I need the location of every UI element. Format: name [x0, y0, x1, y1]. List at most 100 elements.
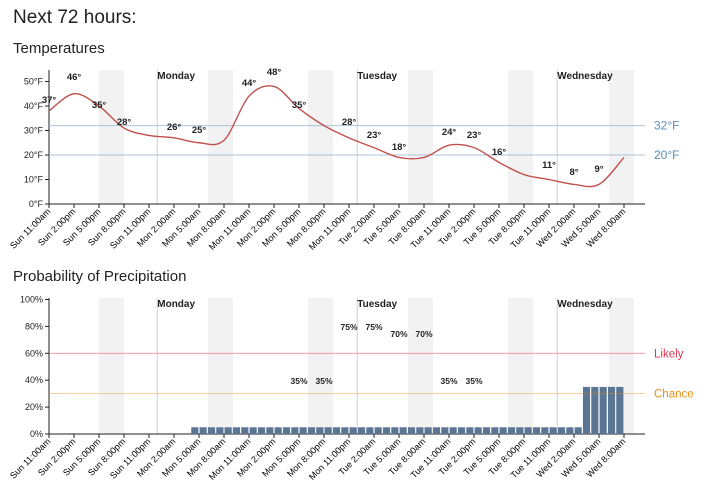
precipitation-bar-label: 35%	[315, 376, 332, 386]
temperatures-title: Temperatures	[13, 40, 105, 57]
precipitation-bar	[382, 427, 391, 434]
precipitation-bar	[499, 427, 507, 434]
y-tick-label: 0%	[30, 429, 43, 439]
precipitation-bar	[466, 427, 474, 434]
precipitation-bar	[607, 386, 616, 434]
precipitation-bar-label: 35%	[290, 376, 307, 386]
precipitation-bar	[366, 427, 374, 434]
temperature-point-label: 16°	[492, 147, 507, 158]
y-tick-label: 80%	[25, 321, 43, 331]
temperature-point-label: 28°	[117, 117, 132, 128]
day-label: Monday	[157, 71, 195, 82]
night-shade	[508, 70, 533, 204]
reference-line-label: Likely	[654, 348, 684, 360]
precipitation-bar-label: 70%	[415, 329, 432, 339]
precipitation-bar	[599, 386, 607, 434]
temperature-point-label: 35°	[292, 100, 307, 111]
night-shade	[508, 298, 533, 434]
precipitation-bar	[324, 427, 332, 434]
precipitation-bar	[574, 427, 582, 434]
y-tick-label: 40°F	[24, 101, 44, 111]
reference-line-label: 20°F	[654, 148, 679, 162]
night-shade	[609, 70, 634, 204]
precipitation-bar	[274, 427, 282, 434]
temperature-point-label: 26°	[167, 122, 182, 133]
precipitation-bar-label: 35%	[465, 376, 482, 386]
precipitation-bar	[391, 427, 399, 434]
precipitation-bar	[432, 427, 441, 434]
temperature-point-label: 8°	[569, 167, 578, 178]
temperature-point-label: 24°	[442, 127, 457, 138]
precipitation-bar	[449, 427, 457, 434]
night-shade	[308, 298, 333, 434]
day-label: Wednesday	[557, 71, 613, 82]
precipitation-bar	[491, 427, 499, 434]
precipitation-bar	[482, 427, 491, 434]
precipitation-bar	[591, 386, 599, 434]
precipitation-bar	[457, 427, 466, 434]
precipitation-bar	[357, 427, 366, 434]
precipitation-bar	[257, 427, 266, 434]
temperature-point-label: 37°	[42, 95, 57, 106]
night-shade	[408, 70, 433, 204]
precipitation-bar	[374, 427, 382, 434]
y-tick-label: 60%	[25, 348, 43, 358]
precipitation-bar	[399, 427, 407, 434]
precipitation-bar	[307, 427, 316, 434]
y-tick-label: 50°F	[24, 77, 44, 87]
temperature-point-label: 23°	[467, 130, 482, 141]
precipitation-bar	[207, 427, 216, 434]
precipitation-bar	[424, 427, 432, 434]
day-label: Tuesday	[357, 299, 397, 310]
temperature-point-label: 18°	[392, 142, 407, 153]
day-label: Monday	[157, 299, 195, 310]
precipitation-bar	[299, 427, 307, 434]
temperature-point-label: 28°	[342, 117, 357, 128]
precipitation-bar	[232, 427, 241, 434]
y-tick-label: 30°F	[24, 126, 44, 136]
temperature-point-label: 11°	[542, 160, 556, 171]
precipitation-bar	[516, 427, 524, 434]
y-tick-label: 0°F	[29, 199, 44, 209]
precipitation-bar	[407, 427, 416, 434]
precipitation-bar	[416, 427, 424, 434]
night-shade	[308, 70, 333, 204]
precipitation-bar	[191, 427, 199, 434]
precipitation-bar	[266, 427, 274, 434]
precipitation-bar-label: 75%	[340, 322, 357, 332]
night-shade	[99, 70, 124, 204]
night-shade	[208, 70, 233, 204]
temperature-point-label: 23°	[367, 130, 382, 141]
temperature-point-label: 46°	[67, 72, 82, 83]
precipitation-title: Probability of Precipitation	[13, 268, 187, 285]
precipitation-bar	[332, 427, 341, 434]
night-shade	[408, 298, 433, 434]
precipitation-bar	[557, 427, 566, 434]
precipitation-bar	[532, 427, 541, 434]
precipitation-bar	[249, 427, 257, 434]
y-tick-label: 10°F	[24, 175, 44, 185]
precipitation-bar	[566, 427, 574, 434]
precipitation-bar-label: 75%	[365, 322, 382, 332]
temperature-point-label: 9°	[594, 164, 603, 175]
y-tick-label: 20°F	[24, 150, 44, 160]
day-label: Tuesday	[357, 71, 397, 82]
temperature-point-label: 48°	[267, 67, 282, 78]
day-label: Wednesday	[557, 299, 613, 310]
precipitation-bar	[224, 427, 232, 434]
precipitation-bar	[616, 386, 624, 434]
precipitation-bar	[316, 427, 324, 434]
precipitation-bar	[349, 427, 357, 434]
temperature-point-label: 44°	[242, 78, 257, 89]
precipitation-bar	[524, 427, 532, 434]
precipitation-bar	[199, 427, 207, 434]
precipitation-bar	[507, 427, 516, 434]
y-tick-label: 100%	[20, 295, 43, 305]
precipitation-bar	[541, 427, 549, 434]
precipitation-bar	[241, 427, 249, 434]
precipitation-bar	[582, 386, 591, 434]
temperature-point-label: 35°	[92, 100, 107, 111]
temperature-point-label: 25°	[192, 125, 207, 136]
